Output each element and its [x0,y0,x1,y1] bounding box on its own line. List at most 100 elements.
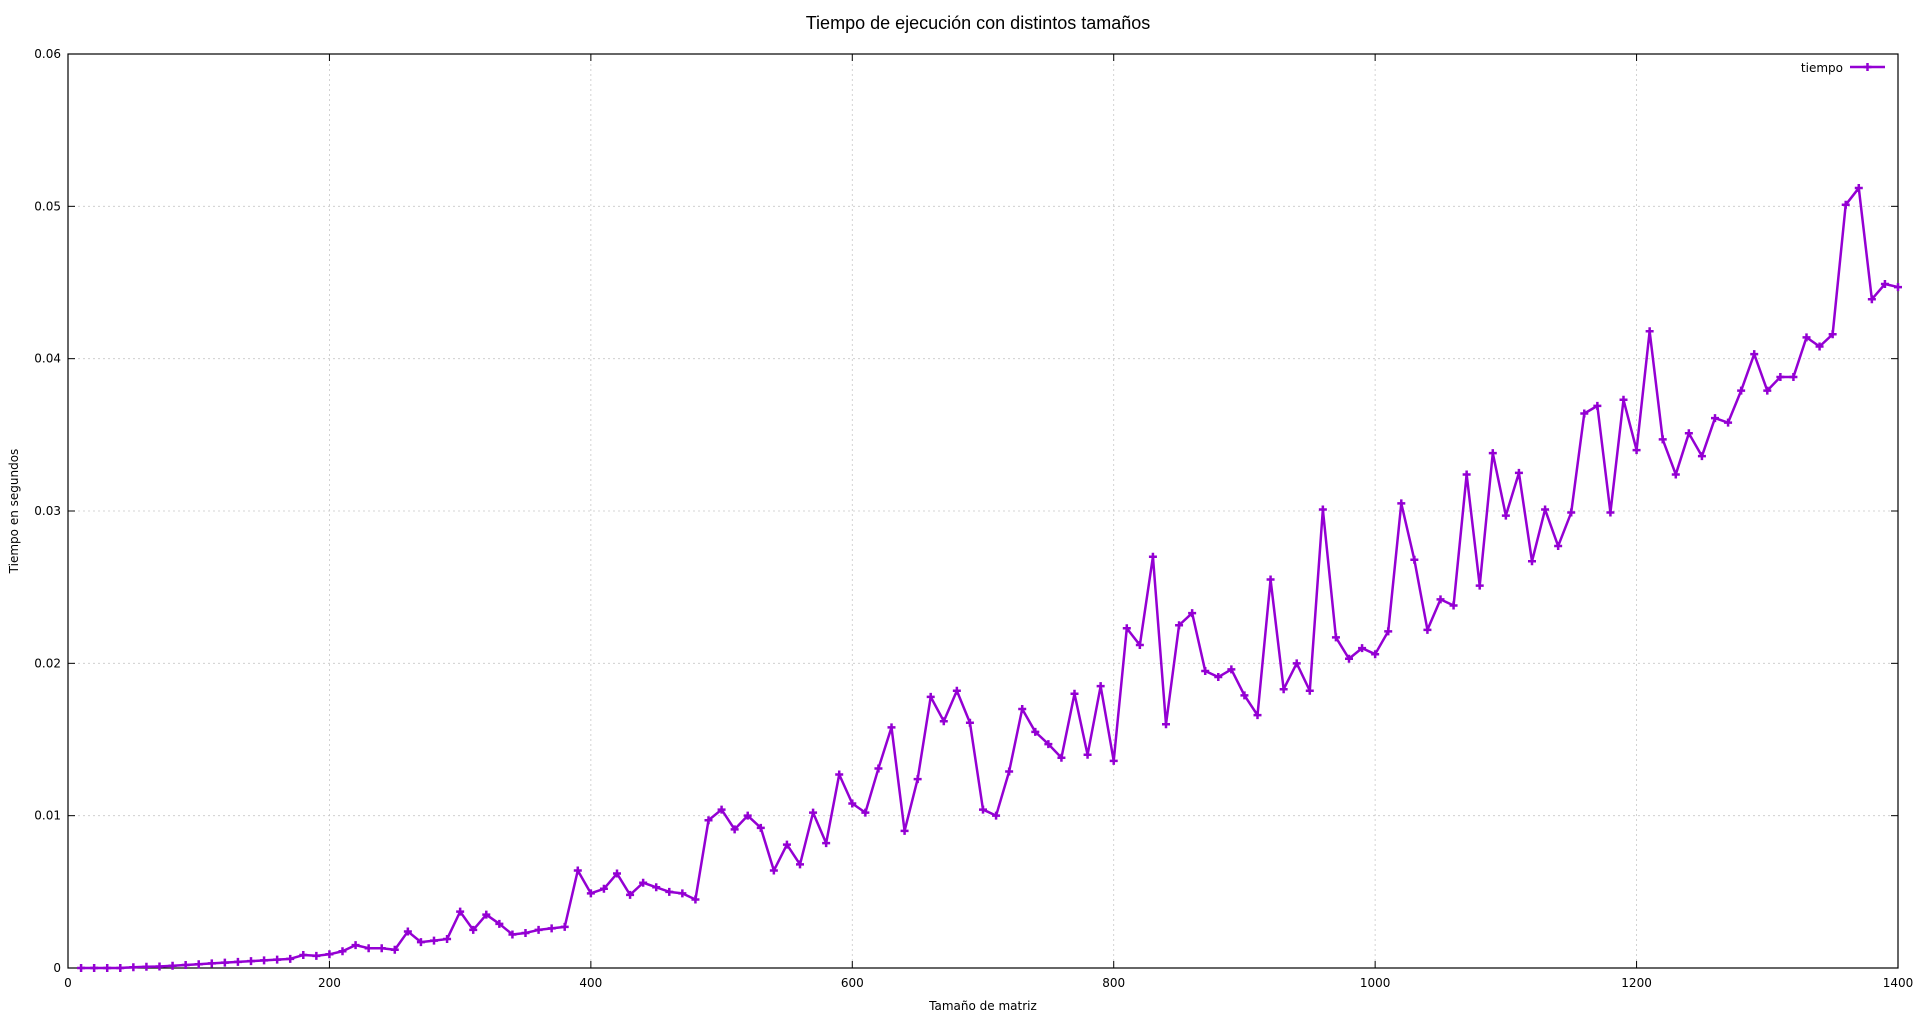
data-point [1240,691,1249,700]
data-point [626,890,635,899]
data-point [848,799,857,808]
data-point [116,964,125,972]
data-point [639,878,648,887]
data-point [443,935,452,944]
plot-frame [67,53,1899,969]
data-point [822,839,831,848]
data-point [1397,499,1406,508]
data-point [1737,386,1746,395]
data-point [1488,449,1497,458]
data-point [233,957,242,966]
data-point [403,927,412,936]
data-point [573,866,582,875]
data-point [1514,468,1523,477]
data-point [1750,350,1759,359]
data-point [992,811,1001,820]
data-point [1449,601,1458,610]
x-tick-label: 1000 [1360,976,1391,990]
data-point [338,947,347,956]
data-point [1697,452,1706,461]
data-point [560,922,569,931]
data-point [1776,372,1785,381]
data-point [1331,633,1340,642]
data-point [247,957,255,966]
data-point [299,951,308,960]
data-point [1423,625,1432,634]
data-point [939,717,948,726]
data-point [1541,505,1550,514]
data-point [1632,446,1641,455]
data-point [521,928,530,937]
data-point [1684,429,1693,438]
y-tick-label: 0.05 [34,199,61,213]
data-point [1462,470,1471,479]
data-point [678,889,687,898]
data-point [1345,654,1353,663]
series-points-tiempo [77,184,1902,972]
data-point [1854,184,1863,193]
legend-swatch-marker [1863,63,1872,71]
data-point [181,960,190,969]
data-point [913,775,922,784]
x-tick-label: 400 [579,976,602,990]
data-point [416,938,425,947]
data-point [1567,508,1576,517]
data-point [965,718,974,727]
data-point [1253,711,1262,720]
data-point [1083,750,1092,759]
data-point [312,951,321,960]
data-point [1070,689,1079,698]
data-point [756,823,765,832]
data-point [1593,401,1602,410]
data-point [1266,575,1275,584]
legend: tiempo [1801,61,1885,75]
data-point [168,961,177,970]
data-point [613,869,621,878]
data-point [1475,581,1484,590]
data-point [377,944,386,953]
data-point [1606,508,1615,517]
data-point [1671,470,1680,479]
data-point [508,930,517,939]
data-point [1619,395,1628,404]
data-point [1711,414,1719,423]
data-point [1828,330,1837,339]
data-point [769,866,778,875]
data-point [730,825,739,834]
data-point [1279,685,1288,694]
data-point [103,964,112,972]
data-point [691,895,700,904]
y-tick-label: 0.01 [34,809,61,823]
data-point [1645,327,1654,336]
data-point [207,959,216,968]
data-point [809,808,818,817]
data-point [1867,295,1876,304]
data-point [1018,705,1027,714]
data-point [1057,753,1066,762]
series-tiempo [77,184,1902,972]
data-point [90,964,99,972]
x-tick-label: 600 [841,976,864,990]
y-tick-label: 0.03 [34,504,61,518]
data-point [1658,435,1667,444]
x-tick-label: 1200 [1621,976,1652,990]
data-point [874,764,883,773]
data-point [482,910,491,919]
data-point [1528,557,1536,566]
data-point [364,944,373,953]
data-point [1880,280,1889,289]
data-point [273,955,282,964]
data-point [1410,555,1419,564]
data-point [534,925,543,934]
chart-title: Tiempo de ejecución con distintos tamaño… [806,13,1151,33]
data-point [926,692,935,701]
y-tick-label: 0.02 [34,656,61,670]
data-point [194,960,203,969]
data-point [1201,666,1210,675]
data-point [1175,621,1184,630]
data-point [286,954,295,963]
data-point [782,840,791,849]
y-tick-label: 0.06 [34,47,61,61]
data-point [599,884,608,893]
